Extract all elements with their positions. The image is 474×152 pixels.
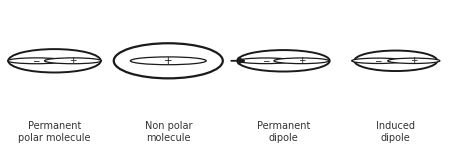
Text: Permanent
polar molecule: Permanent polar molecule	[18, 121, 91, 143]
Text: Permanent
dipole: Permanent dipole	[257, 121, 310, 143]
Text: Induced
dipole: Induced dipole	[376, 121, 415, 143]
Ellipse shape	[274, 58, 329, 64]
Text: +: +	[164, 56, 173, 66]
Text: +: +	[69, 56, 77, 65]
Ellipse shape	[352, 58, 404, 64]
Ellipse shape	[237, 50, 330, 72]
Ellipse shape	[114, 43, 223, 78]
Ellipse shape	[9, 49, 101, 73]
Text: −: −	[262, 56, 269, 65]
Text: +: +	[410, 56, 418, 65]
Text: −: −	[374, 56, 382, 65]
Text: Non polar
molecule: Non polar molecule	[145, 121, 192, 143]
Ellipse shape	[238, 58, 293, 64]
Ellipse shape	[130, 57, 206, 65]
Ellipse shape	[388, 58, 440, 64]
Ellipse shape	[354, 51, 437, 71]
Text: +: +	[298, 56, 305, 65]
Text: −: −	[32, 56, 40, 65]
Ellipse shape	[45, 58, 101, 64]
Ellipse shape	[8, 58, 64, 64]
